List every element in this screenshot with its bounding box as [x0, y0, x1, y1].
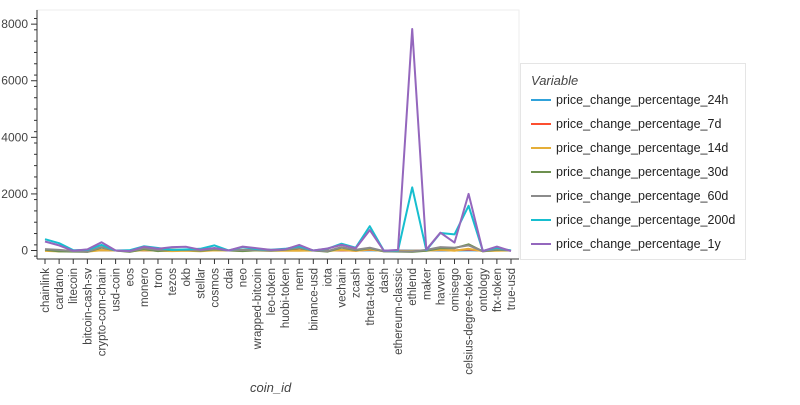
legend-label: price_change_percentage_24h [556, 93, 728, 107]
x-tick-label: chainlink [40, 268, 52, 313]
y-tick-label: 8000 [1, 17, 28, 31]
x-tick-label: cosmos [209, 268, 221, 308]
legend-swatch [531, 123, 551, 125]
x-tick-label: usd-coin [111, 268, 123, 311]
x-tick-label: monero [139, 268, 151, 307]
x-tick-label: maker [421, 268, 433, 300]
x-tick-label: cdai [224, 268, 236, 289]
x-tick-label: theta-token [365, 268, 377, 326]
x-tick-label: ethlend [407, 268, 419, 306]
x-tick-label: zcash [351, 268, 363, 298]
legend-swatch [531, 219, 551, 221]
plot-frame [37, 10, 519, 259]
x-tick-label: true-usd [506, 268, 518, 310]
legend-item[interactable]: price_change_percentage_60d [531, 187, 728, 205]
legend-swatch [531, 171, 551, 173]
x-tick-label: vechain [337, 268, 349, 308]
y-tick-label: 2000 [1, 187, 28, 201]
x-tick-label: nem [294, 268, 306, 290]
x-axis-label: coin_id [250, 380, 291, 395]
x-tick-label: celsius-degree-token [464, 268, 476, 375]
x-tick-label: binance-usd [308, 268, 320, 331]
x-tick-label: iota [322, 267, 334, 286]
x-tick-label: crypto-com-chain [96, 268, 108, 356]
x-tick-label: tron [153, 268, 165, 288]
legend-item[interactable]: price_change_percentage_7d [531, 115, 721, 133]
x-tick-label: eos [125, 268, 137, 287]
legend-label: price_change_percentage_200d [556, 213, 735, 227]
legend-swatch [531, 147, 551, 149]
legend-item[interactable]: price_change_percentage_30d [531, 163, 728, 181]
x-tick-label: ftx-token [492, 268, 504, 312]
legend-item[interactable]: price_change_percentage_14d [531, 139, 728, 157]
legend-item[interactable]: price_change_percentage_24h [531, 91, 728, 109]
x-tick-label: cardano [54, 268, 66, 310]
x-tick-label: havven [435, 268, 447, 305]
legend-label: price_change_percentage_30d [556, 165, 728, 179]
series-line-price-change-percentage-1y [45, 29, 511, 251]
legend-swatch [531, 99, 551, 101]
x-tick-label: okb [181, 268, 193, 287]
x-tick-label: omisego [450, 268, 462, 311]
legend-item[interactable]: price_change_percentage_1y [531, 235, 721, 253]
x-tick-label: dash [379, 268, 391, 293]
y-tick-label: 4000 [1, 130, 28, 144]
legend-item[interactable]: price_change_percentage_200d [531, 211, 735, 229]
x-tick-label: ontology [478, 268, 490, 312]
x-tick-label: neo [238, 268, 250, 287]
x-tick-label: wrapped-bitcoin [252, 268, 264, 350]
x-tick-label: leo-token [266, 268, 278, 315]
x-tick-label: litecoin [68, 268, 80, 304]
legend-title: Variable [531, 73, 578, 88]
x-tick-label: huobi-token [280, 268, 292, 328]
series-line-price-change-percentage-200d [45, 187, 511, 250]
x-tick-label: ethereum-classic [393, 268, 405, 355]
legend-swatch [531, 195, 551, 197]
series-group [45, 29, 511, 252]
x-tick-label: tezos [167, 268, 179, 296]
legend-swatch [531, 243, 551, 245]
x-tick-label: stellar [195, 268, 207, 299]
legend-label: price_change_percentage_14d [556, 141, 728, 155]
legend-label: price_change_percentage_7d [556, 117, 721, 131]
y-tick-label: 6000 [1, 74, 28, 88]
legend-label: price_change_percentage_1y [556, 237, 721, 251]
x-tick-label: bitcoin-cash-sv [82, 268, 94, 345]
legend-label: price_change_percentage_60d [556, 189, 728, 203]
y-tick-label: 0 [21, 244, 28, 258]
